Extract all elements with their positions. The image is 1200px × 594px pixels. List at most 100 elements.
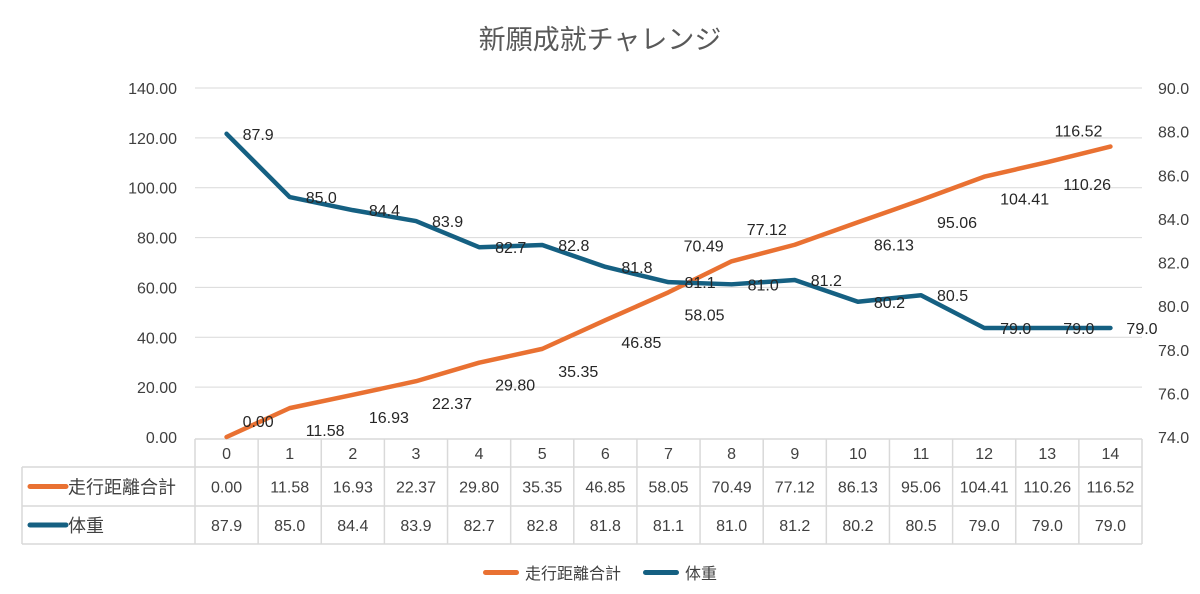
- table-cell: 35.35: [522, 480, 562, 497]
- category-label: 0: [222, 446, 231, 463]
- category-label: 1: [285, 446, 294, 463]
- data-label: 86.13: [874, 237, 914, 254]
- data-label: 83.9: [432, 214, 463, 231]
- data-label: 46.85: [621, 335, 661, 352]
- category-label: 2: [348, 446, 357, 463]
- legend-item-weight: 体重: [643, 560, 717, 584]
- data-label: 80.5: [937, 288, 968, 305]
- table-cell: 58.05: [648, 480, 688, 497]
- category-label: 7: [664, 446, 673, 463]
- right-axis-tick: 80.0: [1158, 299, 1189, 316]
- table-cell: 22.37: [396, 480, 436, 497]
- data-label: 87.9: [243, 127, 274, 144]
- table-cell: 79.0: [1032, 518, 1063, 535]
- data-label: 58.05: [685, 307, 725, 324]
- table-cell: 82.7: [464, 518, 495, 535]
- data-label: 116.52: [1055, 124, 1103, 141]
- table-cell: 80.5: [905, 518, 936, 535]
- data-label: 84.4: [369, 203, 400, 220]
- legend-label-weight: 体重: [685, 564, 718, 583]
- category-label: 4: [475, 446, 484, 463]
- category-label: 3: [412, 446, 421, 463]
- data-label: 95.06: [937, 215, 977, 232]
- left-axis-tick: 40.00: [137, 330, 177, 347]
- category-label: 9: [790, 446, 799, 463]
- table-cell: 81.2: [779, 518, 810, 535]
- table-cell: 104.41: [960, 480, 1009, 497]
- left-axis-tick: 140.00: [128, 81, 177, 98]
- data-label: 82.7: [495, 240, 526, 257]
- data-label: 79.0: [1126, 321, 1157, 338]
- table-cell: 79.0: [969, 518, 1000, 535]
- data-label: 110.26: [1063, 177, 1111, 194]
- data-label: 81.2: [811, 273, 842, 290]
- legend-swatch-distance: [482, 569, 519, 575]
- data-label: 80.2: [874, 295, 905, 312]
- data-label: 0.00: [243, 414, 274, 431]
- right-axis-tick: 90.0: [1158, 81, 1189, 98]
- table-cell: 86.13: [838, 480, 878, 497]
- left-axis-tick: 120.00: [128, 131, 177, 148]
- left-axis-tick: 20.00: [137, 380, 177, 397]
- data-label: 16.93: [369, 410, 409, 427]
- right-axis-tick: 84.0: [1158, 212, 1189, 229]
- table-cell: 70.49: [712, 480, 752, 497]
- table-cell: 81.0: [716, 518, 747, 535]
- category-label: 12: [975, 446, 993, 463]
- left-axis-tick: 0.00: [146, 430, 177, 447]
- right-axis-tick: 78.0: [1158, 343, 1189, 360]
- data-label: 79.0: [1000, 321, 1031, 338]
- data-label: 85.0: [306, 190, 337, 207]
- table-cell: 84.4: [337, 518, 368, 535]
- table-cell: 0.00: [211, 480, 242, 497]
- table-cell: 11.58: [270, 480, 309, 497]
- left-axis-tick: 60.00: [137, 280, 177, 297]
- table-cell: 116.52: [1087, 480, 1135, 497]
- category-label: 13: [1038, 446, 1056, 463]
- legend-swatch-weight: [643, 569, 679, 575]
- data-label: 81.1: [685, 275, 716, 292]
- data-label: 29.80: [495, 378, 535, 395]
- table-series-name: 走行距離合計: [68, 478, 176, 499]
- left-axis-tick: 100.00: [128, 181, 177, 198]
- right-axis-tick: 82.0: [1158, 256, 1189, 273]
- data-label: 81.0: [748, 277, 779, 294]
- table-cell: 79.0: [1095, 518, 1126, 535]
- table-cell: 82.8: [527, 518, 558, 535]
- table-cell: 29.80: [459, 480, 499, 497]
- table-cell: 46.85: [585, 480, 625, 497]
- legend: 走行距離合計 体重: [0, 560, 1200, 584]
- left-axis-tick: 80.00: [137, 231, 177, 248]
- right-axis-tick: 88.0: [1158, 125, 1189, 142]
- category-label: 10: [849, 446, 867, 463]
- data-label: 11.58: [306, 423, 345, 440]
- right-axis-tick: 86.0: [1158, 168, 1189, 185]
- series-line-weight: [224, 131, 1113, 331]
- category-label: 8: [727, 446, 736, 463]
- data-label: 81.8: [621, 260, 652, 277]
- table-cell: 81.1: [653, 518, 684, 535]
- right-axis-tick: 74.0: [1158, 430, 1189, 447]
- table-cell: 87.9: [211, 518, 242, 535]
- data-label: 82.8: [558, 238, 589, 255]
- table-cell: 110.26: [1023, 480, 1071, 497]
- table-series-name: 体重: [68, 516, 104, 537]
- category-label: 14: [1102, 446, 1120, 463]
- legend-item-distance: 走行距離合計: [482, 560, 621, 584]
- category-label: 6: [601, 446, 610, 463]
- data-label: 77.12: [747, 222, 787, 239]
- legend-label-distance: 走行距離合計: [524, 564, 621, 583]
- category-label: 5: [538, 446, 547, 463]
- data-label: 104.41: [1000, 192, 1049, 209]
- table-cell: 80.2: [842, 518, 873, 535]
- table-cell: 95.06: [901, 480, 941, 497]
- chart-title: 新願成就チャレンジ: [478, 25, 722, 56]
- table-cell: 85.0: [274, 518, 305, 535]
- table-cell: 77.12: [775, 480, 815, 497]
- data-label: 79.0: [1063, 321, 1094, 338]
- right-axis-tick: 76.0: [1158, 386, 1189, 403]
- data-label: 35.35: [558, 364, 598, 381]
- category-label: 11: [913, 446, 930, 463]
- table-cell: 16.93: [333, 480, 373, 497]
